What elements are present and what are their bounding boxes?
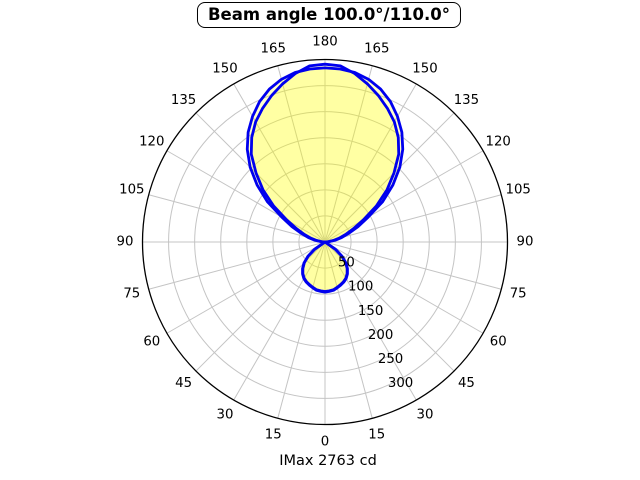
polar-outer-ring <box>141 58 509 426</box>
polar-grid-spoke <box>324 241 417 401</box>
angle-tick-label: 135 <box>454 93 479 108</box>
polar-grid-spoke <box>166 150 326 243</box>
angle-tick-label: 15 <box>265 428 282 443</box>
chart-title: Beam angle 100.0°/110.0° <box>207 5 451 24</box>
polar-grid-circle <box>194 111 456 373</box>
angle-tick-label: 90 <box>517 235 534 250</box>
polar-grid-circle <box>298 215 352 269</box>
polar-grid-spoke <box>233 241 326 401</box>
angle-tick-label: 60 <box>143 335 160 350</box>
polar-grid-spoke <box>324 150 484 243</box>
angle-tick-label: 45 <box>458 376 475 391</box>
polar-grid-spoke <box>166 241 326 334</box>
angle-tick-label: 90 <box>117 235 134 250</box>
beam-lobe-fill-curve_2 <box>247 67 403 293</box>
polar-grid-spoke <box>277 65 326 243</box>
polar-grid-circle <box>168 85 482 399</box>
radial-tick-label: 100 <box>348 280 373 295</box>
radial-tick-label: 200 <box>368 328 393 343</box>
polar-grid-spoke <box>324 241 373 419</box>
beam-curve-curve_2 <box>245 66 405 294</box>
polar-grid-spoke <box>324 241 502 290</box>
polar-grid-spoke <box>277 241 326 419</box>
polar-grid-spoke <box>324 83 417 243</box>
radial-tick-label: 250 <box>378 352 403 367</box>
polar-grid-circle <box>246 163 404 321</box>
angle-tick-label: 30 <box>417 408 434 423</box>
angle-tick-label: 120 <box>486 135 511 150</box>
angle-tick-label: 150 <box>412 61 437 76</box>
polar-grid-circle <box>220 137 430 347</box>
angle-tick-label: 120 <box>139 135 164 150</box>
angle-tick-label: 45 <box>175 376 192 391</box>
angle-tick-label: 165 <box>261 41 286 56</box>
angle-tick-label: 135 <box>171 93 196 108</box>
angle-tick-label: 105 <box>505 183 530 198</box>
angle-tick-label: 0 <box>321 435 329 450</box>
angle-tick-label: 105 <box>119 183 144 198</box>
angle-tick-label: 60 <box>490 335 507 350</box>
angle-tick-label: 75 <box>510 286 527 301</box>
angle-tick-label: 15 <box>368 428 385 443</box>
angle-tick-label: 75 <box>123 286 140 301</box>
polar-grid-spoke <box>324 112 455 243</box>
imax-label: IMax 2763 cd <box>279 453 377 469</box>
angle-tick-label: 30 <box>217 408 234 423</box>
polar-grid-spoke <box>324 194 502 243</box>
polar-grid-spoke <box>324 65 373 243</box>
angle-tick-label: 150 <box>212 61 237 76</box>
polar-grid-spoke <box>148 194 326 243</box>
angle-tick-label: 165 <box>364 41 389 56</box>
polar-grid-spoke <box>195 112 326 243</box>
polar-grid-spoke <box>233 83 326 243</box>
chart-title-box: Beam angle 100.0°/110.0° <box>196 2 462 28</box>
radial-tick-label: 300 <box>388 376 413 391</box>
angle-tick-label: 180 <box>312 35 337 50</box>
radial-tick-label: 50 <box>338 256 355 271</box>
beam-lobe-fill-curve_1 <box>251 64 399 292</box>
polar-grid-spoke <box>148 241 326 290</box>
polar-grid-circle <box>272 189 378 295</box>
radial-tick-label: 150 <box>358 304 383 319</box>
polar-grid-spoke <box>324 241 484 334</box>
